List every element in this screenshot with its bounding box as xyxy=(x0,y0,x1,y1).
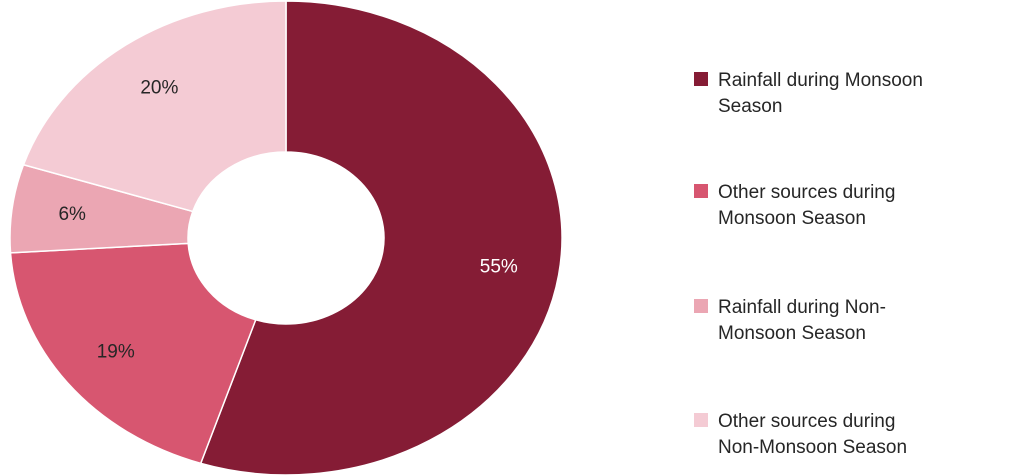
legend-label-rainfall-monsoon: Rainfall during Monsoon Season xyxy=(718,70,923,117)
legend-swatch-rainfall-non-monsoon xyxy=(694,299,708,313)
slice-label-rainfall-monsoon: 55% xyxy=(480,257,518,278)
legend-swatch-other-monsoon xyxy=(694,184,708,198)
slice-rainfall-monsoon xyxy=(199,0,563,476)
slice-label-other-non-monsoon: 20% xyxy=(140,77,178,98)
legend-swatch-other-non-monsoon xyxy=(694,413,708,427)
slice-other-non-monsoon xyxy=(22,0,287,213)
legend-label-other-monsoon: Other sources during Monsoon Season xyxy=(718,182,896,229)
slice-label-other-monsoon: 19% xyxy=(97,341,135,362)
legend-label-other-non-monsoon: Other sources during Non-Monsoon Season xyxy=(718,411,908,458)
legend-swatch-rainfall-monsoon xyxy=(694,72,708,86)
legend-label-rainfall-non-monsoon: Rainfall during Non- Monsoon Season xyxy=(718,297,886,344)
slice-other-monsoon xyxy=(9,242,257,465)
slice-label-rainfall-non-monsoon: 6% xyxy=(58,204,86,225)
